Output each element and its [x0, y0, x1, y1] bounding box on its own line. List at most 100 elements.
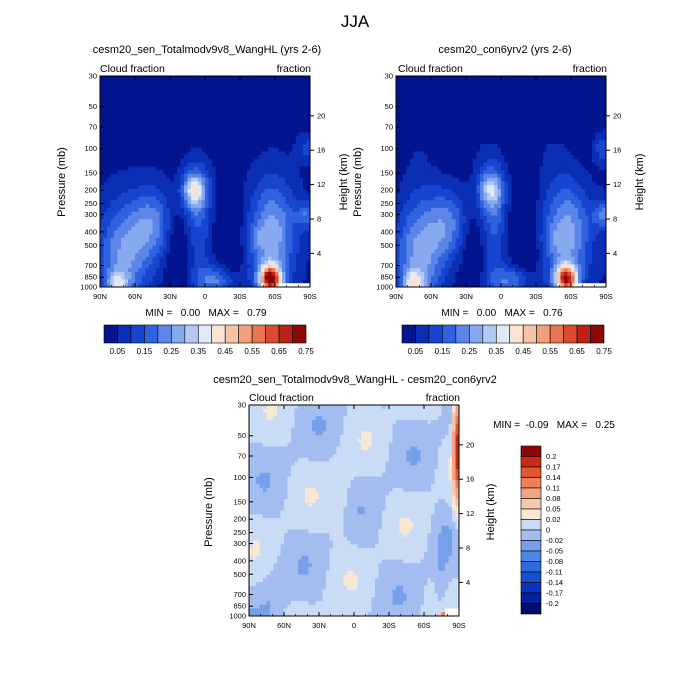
panel-a-cell	[114, 170, 118, 175]
panel-a-cell	[131, 211, 136, 216]
panel-b-cell	[483, 113, 488, 118]
panel-b-cell	[567, 109, 572, 115]
panel-a-cell	[282, 253, 286, 258]
panel-a-cell	[156, 106, 160, 111]
panel-a-cell	[103, 185, 108, 190]
panel-a-cell	[166, 238, 171, 243]
panel-a-cell	[240, 245, 244, 250]
panel-a-cell	[184, 117, 188, 122]
panel-b-cell	[445, 132, 449, 137]
panel-a-cell	[254, 117, 258, 122]
panel-b-cell	[399, 151, 404, 156]
panel-b-cell	[546, 132, 551, 137]
panel-a-cell	[187, 215, 192, 220]
panel-a-cell	[159, 283, 164, 288]
panel-b-cell	[448, 83, 453, 88]
panel-a-cell	[268, 215, 272, 220]
panel-a-cell	[163, 181, 167, 186]
panel-a-cell	[149, 219, 153, 224]
panel-b-cell	[585, 128, 589, 133]
panel-a-cell	[278, 234, 283, 239]
panel-b-cell	[427, 113, 432, 118]
panel-a-cell	[285, 211, 290, 216]
panel-a-cell	[152, 230, 157, 235]
panel-b-cell	[588, 76, 593, 81]
panel-b-cell	[574, 162, 579, 167]
panel-a-cell	[219, 136, 223, 141]
panel-a-cell	[285, 219, 290, 224]
panel-a-cell	[187, 177, 192, 182]
panel-a-cell	[166, 87, 171, 92]
panel-b-cell	[490, 87, 495, 92]
panel-a-cell	[170, 196, 174, 201]
panel-a-cell	[187, 260, 192, 265]
panel-a-cell	[173, 94, 178, 100]
panel-b-cell	[557, 124, 561, 130]
panel-b-cell	[525, 136, 530, 141]
panel-b-cell	[445, 79, 449, 84]
panel-b-cell	[581, 109, 586, 115]
panel-a-cell	[131, 128, 136, 133]
panel-a-cell	[173, 170, 178, 175]
panel-a-cell	[170, 124, 174, 130]
panel-a-cell	[278, 185, 283, 190]
panel-b-cell	[515, 109, 519, 115]
panel-a-cell	[240, 177, 244, 182]
panel-b-cell	[452, 83, 456, 88]
panel-a-cell	[222, 196, 227, 201]
panel-b-cell	[581, 91, 586, 96]
panel-a-cell	[222, 143, 227, 148]
panel-a-cell	[306, 91, 311, 96]
panel-b-cell	[441, 151, 446, 156]
panel-b-cell	[599, 132, 603, 137]
panel-b-cell	[396, 121, 400, 126]
panel-a-cell	[292, 83, 297, 88]
panel-a-cell	[250, 283, 255, 288]
panel-a-cell	[159, 185, 164, 190]
panel-b-cell	[515, 102, 519, 107]
panel-a-cell	[121, 113, 125, 118]
panel-a-cell	[296, 207, 300, 213]
panel-a-xtick-label: 30N	[163, 292, 177, 301]
panel-b-cell	[466, 113, 470, 118]
panel-a-cell	[110, 128, 115, 133]
panel-a-cell	[173, 185, 178, 190]
panel-a-cell	[278, 177, 283, 182]
panel-a-cell	[198, 158, 202, 164]
panel-b-cell	[476, 140, 481, 145]
panel-b-cell	[497, 106, 502, 111]
panel-a-cell	[219, 151, 223, 156]
panel-a-cell	[117, 185, 122, 190]
panel-a-cell	[152, 143, 157, 148]
panel-a-cell	[156, 215, 160, 220]
panel-a-cell	[289, 256, 293, 262]
panel-a-cell	[205, 230, 209, 235]
panel-b-cell	[445, 109, 449, 115]
panel-b-cell	[539, 106, 544, 111]
panel-a-cell	[128, 102, 132, 107]
panel-a-cell	[128, 91, 132, 96]
panel-a-cell	[208, 162, 213, 167]
panel-a-cell	[229, 109, 234, 115]
panel-a-cell	[198, 253, 202, 258]
panel-a-cell	[114, 147, 118, 152]
panel-a-cell	[243, 249, 248, 254]
panel-a-cell	[285, 109, 290, 115]
panel-a-cell	[103, 256, 108, 262]
panel-b-cell	[578, 87, 582, 92]
panel-b-cell	[494, 166, 498, 171]
panel-b-cell	[487, 106, 491, 111]
panel-b-cell	[494, 76, 498, 81]
panel-a-cell	[187, 121, 192, 126]
panel-a-cell	[128, 94, 132, 100]
panel-b-cell	[448, 109, 453, 115]
panel-a-cell	[180, 173, 185, 179]
panel-a-cell	[198, 170, 202, 175]
panel-a-cell	[107, 192, 111, 197]
panel-a-cell	[208, 222, 213, 228]
panel-a-cell	[110, 76, 115, 81]
panel-b-cell	[469, 76, 474, 81]
panel-a-cell	[184, 102, 188, 107]
panel-a-cell	[128, 177, 132, 182]
panel-b-cell	[564, 132, 568, 137]
